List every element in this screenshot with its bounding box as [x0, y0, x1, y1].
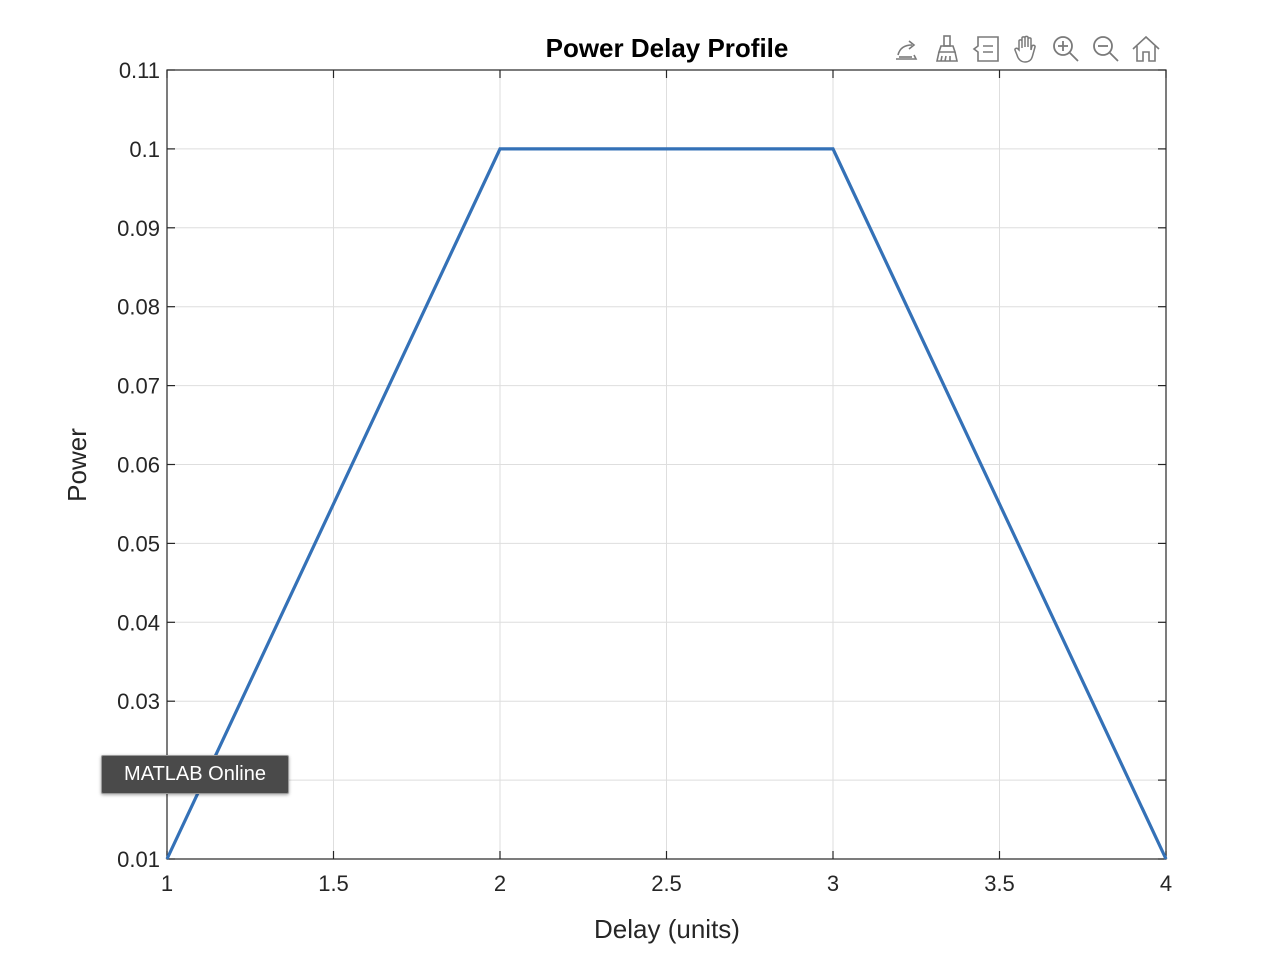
x-tick-label: 1.5	[318, 871, 349, 896]
export-icon	[895, 40, 917, 60]
x-tick-labels: 1 1.5 2 2.5 3 3.5 4	[161, 871, 1172, 896]
home-icon	[1131, 35, 1160, 62]
series-line	[165, 147, 1168, 860]
zoom-in-button[interactable]	[1046, 30, 1085, 68]
zoom-out-button[interactable]	[1086, 30, 1125, 68]
y-tick-label: 0.01	[117, 847, 160, 872]
export-button[interactable]	[886, 30, 925, 68]
x-tick-label: 3.5	[984, 871, 1015, 896]
y-tick-labels: 0.01 0.03 0.04 0.05 0.06 0.07 0.08 0.09 0.1 0.11	[117, 58, 160, 872]
x-tick-label: 2.5	[651, 871, 682, 896]
y-tick-label: 0.1	[129, 137, 160, 162]
y-tick-label: 0.03	[117, 689, 160, 714]
restore-view-button[interactable]	[1126, 30, 1165, 68]
y-tick-label: 0.07	[117, 374, 160, 399]
x-tick-label: 1	[161, 871, 173, 896]
x-axis-label: Delay (units)	[594, 914, 740, 944]
axes-toolbar	[886, 29, 1165, 69]
pan-hand-icon	[1013, 35, 1036, 63]
brush-icon	[935, 35, 958, 62]
data-tips-button[interactable]	[966, 30, 1005, 68]
data-tips-icon	[972, 36, 999, 62]
y-tick-label: 0.05	[117, 531, 160, 556]
y-tick-label: 0.06	[117, 453, 160, 478]
axes-box	[166, 69, 1167, 860]
y-tick-label: 0.09	[117, 216, 160, 241]
brush-button[interactable]	[926, 30, 965, 68]
series-lines	[165, 147, 1168, 860]
zoom-in-icon	[1052, 36, 1079, 62]
y-tick-label: 0.11	[119, 58, 160, 83]
pan-button[interactable]	[1006, 30, 1045, 68]
zoom-out-icon	[1092, 36, 1119, 62]
y-tick-label: 0.04	[117, 610, 160, 635]
y-tick-label: 0.08	[117, 295, 160, 320]
matlab-online-tooltip: MATLAB Online	[101, 755, 289, 794]
x-tick-label: 4	[1160, 871, 1172, 896]
y-axis-label: Power	[62, 428, 92, 502]
chart-title: Power Delay Profile	[546, 33, 789, 63]
x-tick-label: 2	[494, 871, 506, 896]
x-tick-label: 3	[827, 871, 839, 896]
